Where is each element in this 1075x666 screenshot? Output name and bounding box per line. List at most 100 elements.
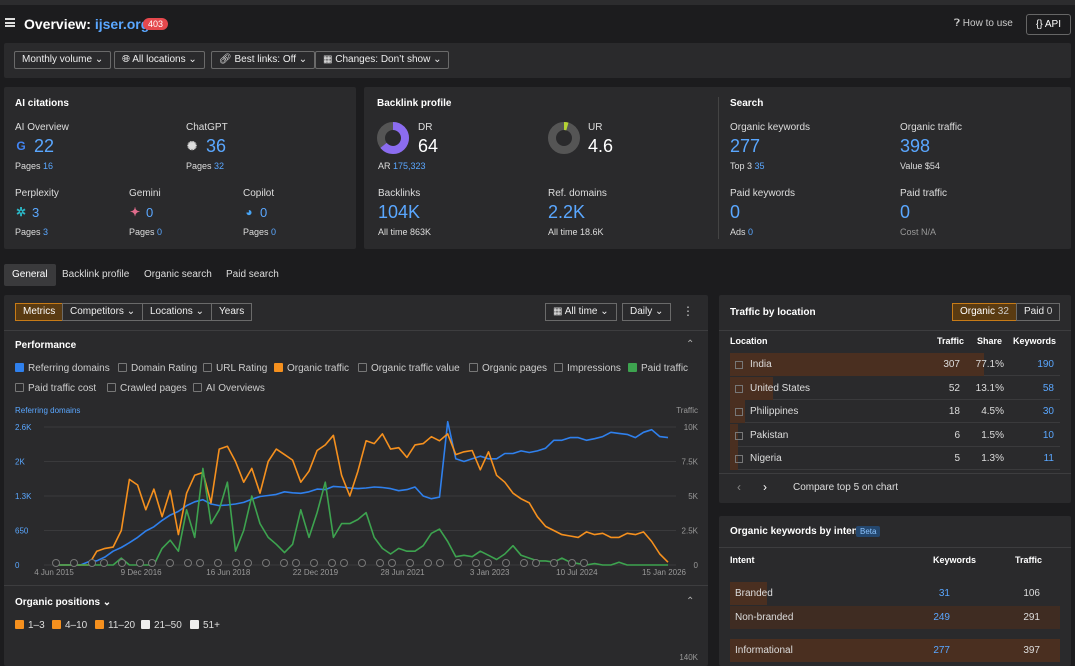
ref-domains-value[interactable]: 2.2K [548, 202, 586, 222]
organic-traffic-value[interactable]: 398 [900, 136, 931, 156]
location-keywords[interactable]: 190 [1037, 359, 1054, 370]
tab-backlink-profile[interactable]: Backlink profile [62, 269, 130, 280]
collapse-chevron-icon[interactable]: ⌃ [686, 596, 695, 607]
row-checkbox-icon[interactable] [735, 361, 743, 369]
gemini-value[interactable]: 0 [146, 205, 154, 220]
cb-ai-overviews[interactable]: AI Overviews [193, 383, 265, 394]
chatgpt-pages-value[interactable]: 32 [214, 161, 225, 171]
location-keywords[interactable]: 30 [1042, 406, 1054, 417]
ref-domains-all-time: All time 18.6K [548, 227, 604, 237]
cb-crawled-pages[interactable]: Crawled pages [107, 383, 187, 394]
ads-row: Ads 0 [730, 227, 753, 237]
value-label: Value [900, 161, 923, 171]
row-checkbox-icon[interactable] [735, 455, 743, 463]
next-arrow-icon[interactable]: › [763, 480, 767, 494]
years-button[interactable]: Years [211, 303, 253, 321]
cb-impressions[interactable]: Impressions [554, 363, 621, 374]
cb-organic-traffic-value[interactable]: Organic traffic value [358, 363, 460, 374]
location-row[interactable]: Pakistan 6 1.5% 10 [730, 423, 1060, 447]
top3-value[interactable]: 35 [754, 161, 765, 171]
location-row[interactable]: United States 52 13.1% 58 [730, 376, 1060, 400]
copilot-pages-value[interactable]: 0 [271, 227, 277, 237]
hamburger-menu-icon[interactable] [5, 18, 15, 27]
intent-row-informational[interactable]: Informational 277 397 [730, 639, 1060, 662]
cb-organic-pages[interactable]: Organic pages [469, 363, 547, 374]
top3-row: Top 3 35 [730, 161, 765, 171]
cb-label: 11–20 [108, 620, 136, 631]
intent-row-non-branded[interactable]: Non-branded 249 291 [730, 606, 1060, 629]
intent-row-branded[interactable]: Branded 31 106 [730, 582, 1060, 605]
paid-toggle[interactable]: Paid 0 [1016, 303, 1061, 321]
organic-toggle[interactable]: Organic 32 [952, 303, 1017, 321]
ai-overview-value[interactable]: 22 [34, 136, 55, 156]
tab-organic-search[interactable]: Organic search [144, 269, 212, 280]
ar-value[interactable]: 175,323 [393, 161, 426, 171]
collapse-chevron-icon[interactable]: ⌃ [686, 339, 695, 350]
target-domain[interactable]: ijser.org/ [94, 16, 154, 32]
tab-general[interactable]: General [4, 264, 56, 286]
copilot-value[interactable]: 0 [260, 205, 268, 220]
perplexity-pages-value[interactable]: 3 [43, 227, 49, 237]
intent-keywords[interactable]: 277 [933, 645, 950, 656]
competitors-dropdown[interactable]: Competitors ⌄ [62, 303, 144, 321]
ai-overview-pages-value[interactable]: 16 [43, 161, 54, 171]
cb-organic-traffic[interactable]: Organic traffic [274, 363, 349, 374]
organic-positions-title[interactable]: Organic positions ⌄ [15, 597, 111, 608]
perplexity-pages: Pages 3 [15, 227, 48, 237]
chatgpt-value[interactable]: 36 [206, 136, 227, 156]
cb-paid-traffic[interactable]: Paid traffic [628, 363, 688, 374]
intent-keywords[interactable]: 249 [933, 612, 950, 623]
how-to-use-link[interactable]: ❓︎ How to use [954, 18, 1013, 29]
row-checkbox-icon[interactable] [735, 431, 743, 440]
location-row[interactable]: India 307 77.1% 190 [730, 353, 1060, 376]
more-options-icon[interactable]: ⋮ [682, 304, 694, 318]
location-row[interactable]: Philippines 18 4.5% 30 [730, 400, 1060, 423]
location-keywords[interactable]: 58 [1042, 382, 1054, 394]
intent-keywords[interactable]: 31 [938, 588, 950, 599]
tab-paid-search[interactable]: Paid search [226, 269, 279, 280]
cb-label: Paid traffic [641, 363, 689, 374]
row-checkbox-icon[interactable] [735, 384, 743, 393]
api-button[interactable]: {} API [1026, 14, 1071, 35]
cb-pos-51-plus[interactable]: 51+ [190, 620, 220, 631]
chatgpt-pages: Pages 32 [186, 161, 224, 171]
interval-dropdown[interactable]: Daily ⌄ [622, 303, 672, 321]
gemini-pages-value[interactable]: 0 [157, 227, 163, 237]
paid-keywords-value[interactable]: 0 [730, 202, 741, 222]
cb-pos-4-10[interactable]: 4–10 [52, 620, 87, 631]
locations-dropdown[interactable]: 🌐︎ All locations ⌄ [114, 51, 205, 69]
cb-pos-11-20[interactable]: 11–20 [95, 620, 135, 631]
cb-domain-rating[interactable]: Domain Rating [118, 363, 197, 374]
location-keywords[interactable]: 11 [1043, 453, 1054, 464]
location-row[interactable]: Nigeria 5 1.3% 11 [730, 447, 1060, 470]
cb-pos-21-50[interactable]: 21–50 [141, 620, 182, 631]
location-name: Philippines [750, 406, 799, 417]
performance-chart[interactable]: 0 0 650 2.5K 1.3K 5K 2K 7.5K 2.6K 10K 4 Jun 2015 9 … [4, 415, 708, 580]
best-links-dropdown[interactable]: 🔗︎ Best links: Off ⌄ [211, 51, 316, 69]
compare-top5-link[interactable]: Compare top 5 on chart [793, 482, 899, 493]
section-divider [4, 585, 708, 586]
volume-dropdown[interactable]: Monthly volume ⌄ [14, 51, 112, 69]
organic-keywords-value[interactable]: 277 [730, 136, 761, 156]
location-keywords[interactable]: 10 [1042, 429, 1054, 441]
cb-pos-1-3[interactable]: 1–3 [15, 620, 45, 631]
time-range-dropdown[interactable]: ▦ All time ⌄ [545, 303, 617, 321]
row-checkbox-icon[interactable] [735, 408, 743, 416]
paid-traffic-value[interactable]: 0 [900, 202, 911, 222]
prev-arrow-icon[interactable]: ‹ [737, 480, 741, 494]
cb-referring-domains[interactable]: Referring domains [15, 363, 110, 374]
perplexity-value[interactable]: 3 [32, 205, 40, 220]
annotation-marker [232, 559, 240, 567]
locations-chart-dropdown[interactable]: Locations ⌄ [142, 303, 212, 321]
all-time-label: All time [548, 227, 578, 237]
cb-paid-traffic-cost[interactable]: Paid traffic cost [15, 383, 96, 394]
cb-url-rating[interactable]: URL Rating [203, 363, 267, 374]
changes-dropdown[interactable]: ▦ Changes: Don’t show ⌄ [315, 51, 450, 69]
metrics-button[interactable]: Metrics [15, 303, 64, 321]
annotation-marker [550, 559, 558, 567]
dr-value: 64 [418, 136, 439, 156]
backlinks-value[interactable]: 104K [378, 202, 421, 222]
positions-axis-top: 140K [679, 653, 698, 662]
cost-label: Cost [900, 227, 919, 237]
ads-value[interactable]: 0 [748, 227, 754, 237]
